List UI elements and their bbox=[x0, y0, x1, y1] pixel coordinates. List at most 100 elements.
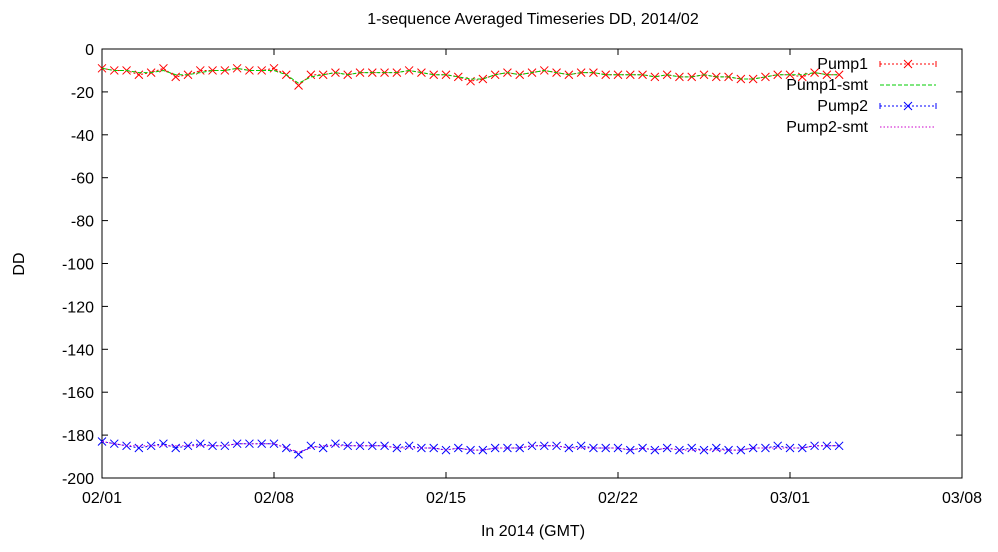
data-point bbox=[613, 443, 623, 453]
legend-label: Pump2-smt bbox=[786, 119, 868, 136]
data-point bbox=[294, 450, 303, 459]
data-point bbox=[810, 68, 819, 77]
data-point bbox=[380, 441, 389, 451]
data-point bbox=[171, 443, 181, 453]
data-point bbox=[589, 443, 598, 453]
data-point bbox=[736, 445, 746, 455]
data-point bbox=[220, 66, 230, 75]
data-point bbox=[785, 70, 795, 80]
data-point bbox=[478, 445, 488, 455]
data-point bbox=[625, 70, 635, 80]
data-point bbox=[306, 70, 316, 80]
legend-item: Pump1-smt bbox=[786, 77, 936, 94]
data-point bbox=[687, 443, 697, 453]
data-point bbox=[822, 441, 832, 451]
data-point bbox=[232, 63, 242, 73]
data-point bbox=[773, 70, 783, 80]
data-point bbox=[159, 439, 168, 449]
data-point bbox=[822, 70, 832, 80]
series-line bbox=[101, 67, 840, 84]
data-point bbox=[441, 70, 451, 80]
legend-label: Pump1-smt bbox=[786, 77, 868, 94]
y-tick-label: -80 bbox=[71, 214, 94, 231]
x-tick-label: 03/01 bbox=[770, 490, 810, 507]
legend-marker bbox=[903, 59, 913, 69]
data-point bbox=[109, 439, 119, 449]
data-point bbox=[834, 441, 844, 451]
data-point bbox=[699, 445, 709, 455]
y-axis-label: DD bbox=[11, 252, 28, 275]
x-tick-label: 02/22 bbox=[598, 490, 638, 507]
data-point bbox=[318, 443, 328, 453]
data-point bbox=[613, 70, 623, 80]
data-point bbox=[711, 443, 721, 453]
data-point bbox=[675, 445, 684, 455]
data-point bbox=[650, 72, 660, 82]
y-tick-label: -180 bbox=[62, 428, 94, 445]
y-tick-label: -120 bbox=[62, 299, 94, 316]
legend: Pump1 Pump1-smt Pump2 Pump2-smt bbox=[786, 56, 937, 136]
data-point bbox=[834, 70, 844, 80]
y-axis: 0 -20 -40 -60 -80 -100 -120 -140 -160 -180 -200 bbox=[62, 42, 962, 488]
y-tick-label: -200 bbox=[62, 471, 94, 488]
data-point bbox=[306, 441, 316, 451]
x-tick-label: 02/15 bbox=[426, 490, 466, 507]
data-point bbox=[245, 66, 254, 75]
data-point bbox=[195, 439, 205, 449]
y-tick-label: -100 bbox=[62, 257, 94, 274]
data-point bbox=[539, 441, 549, 451]
data-point bbox=[638, 443, 647, 453]
data-point bbox=[232, 439, 242, 449]
series-pump2-smt bbox=[101, 441, 840, 453]
data-point bbox=[589, 68, 598, 77]
series-line bbox=[101, 441, 840, 455]
x-axis-label: In 2014 (GMT) bbox=[481, 523, 585, 540]
series-line bbox=[101, 441, 840, 453]
data-point bbox=[453, 443, 463, 453]
legend-item: Pump1 bbox=[817, 56, 937, 73]
data-point bbox=[257, 66, 267, 75]
x-tick-label: 02/01 bbox=[82, 490, 122, 507]
data-point bbox=[748, 443, 758, 453]
data-point bbox=[453, 72, 463, 82]
y-tick-label: -20 bbox=[71, 85, 94, 102]
series-pump1-smt bbox=[101, 67, 840, 84]
data-point bbox=[208, 66, 217, 75]
data-point bbox=[208, 441, 217, 451]
data-point bbox=[159, 63, 168, 73]
legend-label: Pump2 bbox=[817, 98, 868, 115]
data-point bbox=[257, 439, 267, 449]
data-point bbox=[183, 441, 193, 451]
data-point bbox=[515, 443, 525, 453]
data-point bbox=[294, 81, 303, 90]
data-point bbox=[662, 443, 672, 453]
plot-series bbox=[97, 63, 844, 459]
data-point bbox=[503, 443, 512, 453]
legend-label: Pump1 bbox=[817, 56, 868, 73]
chart-title: 1-sequence Averaged Timeseries DD, 2014/… bbox=[367, 11, 699, 28]
data-point bbox=[478, 74, 488, 84]
x-tick-label: 02/08 bbox=[254, 490, 294, 507]
data-point bbox=[797, 443, 807, 453]
legend-item: Pump2-smt bbox=[786, 119, 936, 136]
y-tick-label: -40 bbox=[71, 128, 94, 145]
data-point bbox=[355, 441, 365, 451]
y-tick-label: -160 bbox=[62, 385, 94, 402]
y-tick-label: -140 bbox=[62, 342, 94, 359]
x-tick-label: 03/08 bbox=[942, 490, 982, 507]
y-tick-label: 0 bbox=[85, 42, 94, 59]
series-pump1 bbox=[97, 63, 844, 90]
x-axis: 02/01 02/08 02/15 02/22 03/01 03/08 bbox=[82, 49, 982, 507]
y-tick-label: -60 bbox=[71, 171, 94, 188]
legend-marker bbox=[903, 101, 913, 111]
data-point bbox=[134, 70, 144, 80]
data-point bbox=[564, 443, 574, 453]
data-point bbox=[429, 443, 439, 453]
data-point bbox=[724, 445, 733, 455]
data-point bbox=[331, 439, 340, 449]
series-pump2 bbox=[97, 437, 844, 459]
data-point bbox=[638, 70, 647, 80]
legend-item: Pump2 bbox=[817, 98, 937, 115]
data-point bbox=[601, 70, 611, 80]
